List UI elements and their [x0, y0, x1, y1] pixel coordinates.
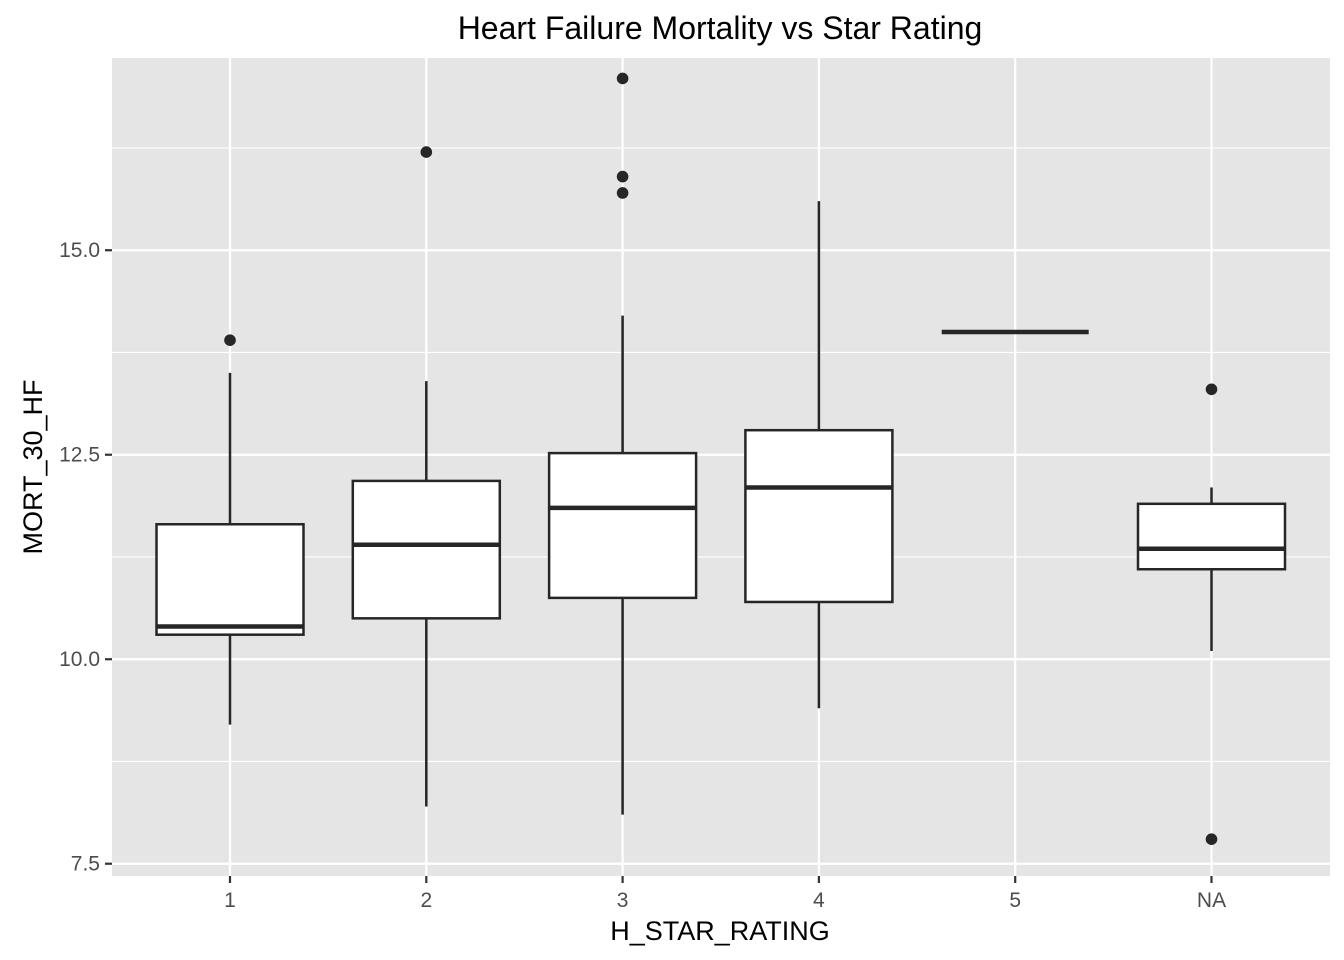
box-iqr [155, 523, 305, 636]
x-tick-label: 1 [224, 889, 236, 912]
plot-panel [112, 58, 1330, 876]
outlier-point [616, 170, 629, 183]
outlier-point [1205, 383, 1218, 396]
box-iqr [547, 451, 698, 600]
x-tick-label: 4 [813, 889, 825, 912]
x-axis-title: H_STAR_RATING [610, 916, 830, 946]
minor-gridlines [112, 147, 1330, 763]
x-tick-label: 3 [617, 889, 629, 912]
y-axis-title: MORT_30_HF [18, 379, 48, 554]
y-tick-label: 10.0 [59, 648, 100, 671]
box-group-3 [547, 72, 698, 815]
chart-title: Heart Failure Mortality vs Star Rating [458, 10, 983, 46]
x-tick-label: NA [1197, 889, 1226, 912]
box-group-1 [155, 334, 305, 725]
axis-ticks [105, 249, 1213, 883]
outlier-point [1205, 833, 1218, 845]
box-iqr [1136, 502, 1287, 571]
outlier-point [224, 334, 236, 347]
box-group-na [1136, 383, 1287, 845]
y-tick-label: 15.0 [59, 239, 100, 262]
y-tick-label: 7.5 [71, 853, 100, 876]
box-group-4 [744, 201, 894, 709]
x-tick-label: 2 [420, 889, 432, 912]
y-tick-labels: 7.5 10.0 12.5 15.0 [59, 239, 100, 876]
y-tick-label: 12.5 [59, 444, 100, 467]
boxes-layer [155, 72, 1287, 845]
box-iqr [744, 428, 894, 604]
x-tick-label: 5 [1009, 889, 1021, 912]
x-tick-labels: 1 2 3 4 5 NA [224, 889, 1226, 912]
box-iqr [351, 479, 502, 620]
outlier-point [420, 146, 433, 158]
box-group-2 [351, 146, 502, 807]
outlier-point [616, 72, 629, 85]
outlier-point [616, 187, 629, 199]
